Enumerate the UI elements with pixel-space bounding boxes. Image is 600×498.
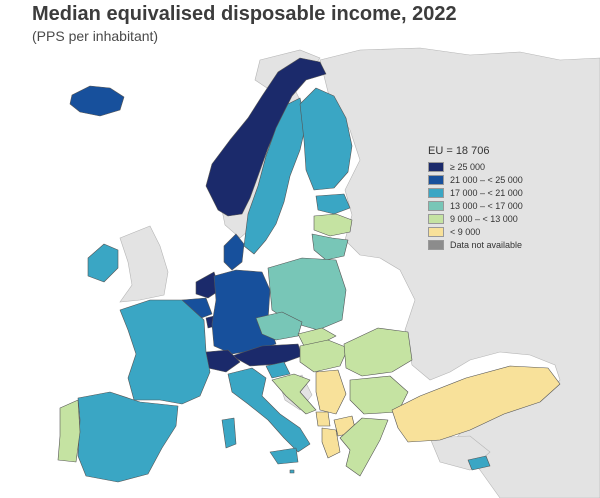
france	[119, 299, 211, 405]
denmark	[223, 233, 245, 271]
legend-swatch-not-available	[428, 239, 444, 250]
legend-item-not-available: Data not available	[428, 238, 523, 251]
estonia	[315, 193, 351, 215]
czechia	[255, 311, 303, 341]
sicily	[269, 447, 299, 465]
legend-item-13000-17000: 13 000 – < 17 000	[428, 199, 523, 212]
spain	[77, 391, 179, 483]
legend-swatch-13000-17000	[428, 200, 444, 211]
legend-label: 13 000 – < 17 000	[450, 200, 523, 211]
finland	[299, 87, 353, 191]
portugal	[57, 399, 81, 463]
romania	[343, 327, 413, 377]
croatia	[271, 373, 317, 415]
map-area	[32, 47, 600, 498]
iceland	[69, 85, 125, 117]
montenegro	[315, 411, 331, 427]
legend-label: ≥ 25 000	[450, 161, 485, 172]
norway	[205, 57, 327, 217]
great-britain-land	[119, 225, 169, 303]
serbia	[315, 369, 347, 415]
turkey	[391, 365, 561, 443]
europe-map	[32, 47, 600, 498]
map-title: Median equivalised disposable income, 20…	[32, 3, 457, 25]
slovenia	[265, 361, 291, 379]
legend-item-ge-25000: ≥ 25 000	[428, 160, 523, 173]
legend-title: EU = 18 706	[428, 145, 490, 157]
legend-swatch-ge-25000	[428, 161, 444, 172]
ireland	[87, 243, 119, 283]
legend-item-lt-9000: < 9 000	[428, 225, 523, 238]
legend-item-9000-13000: 9 000 – < 13 000	[428, 212, 523, 225]
legend-swatch-21000-25000	[428, 174, 444, 185]
albania	[321, 427, 341, 459]
legend: EU = 18 706 ≥ 25 000 21 000 – < 25 000 1…	[428, 145, 523, 251]
latvia	[313, 213, 353, 237]
italy	[227, 367, 311, 453]
lithuania	[311, 233, 349, 261]
legend-swatch-17000-21000	[428, 187, 444, 198]
cyprus	[467, 455, 491, 471]
legend-label: < 9 000	[450, 226, 481, 237]
legend-swatch-lt-9000	[428, 226, 444, 237]
greece	[339, 417, 389, 477]
malta	[289, 469, 295, 474]
legend-item-17000-21000: 17 000 – < 21 000	[428, 186, 523, 199]
hungary	[299, 339, 349, 373]
legend-label: 9 000 – < 13 000	[450, 213, 518, 224]
germany	[211, 269, 277, 355]
legend-item-21000-25000: 21 000 – < 25 000	[428, 173, 523, 186]
legend-label: Data not available	[450, 239, 523, 250]
sardinia	[221, 417, 237, 449]
legend-label: 17 000 – < 21 000	[450, 187, 523, 198]
map-subtitle: (PPS per inhabitant)	[32, 28, 159, 44]
legend-swatch-9000-13000	[428, 213, 444, 224]
legend-label: 21 000 – < 25 000	[450, 174, 523, 185]
